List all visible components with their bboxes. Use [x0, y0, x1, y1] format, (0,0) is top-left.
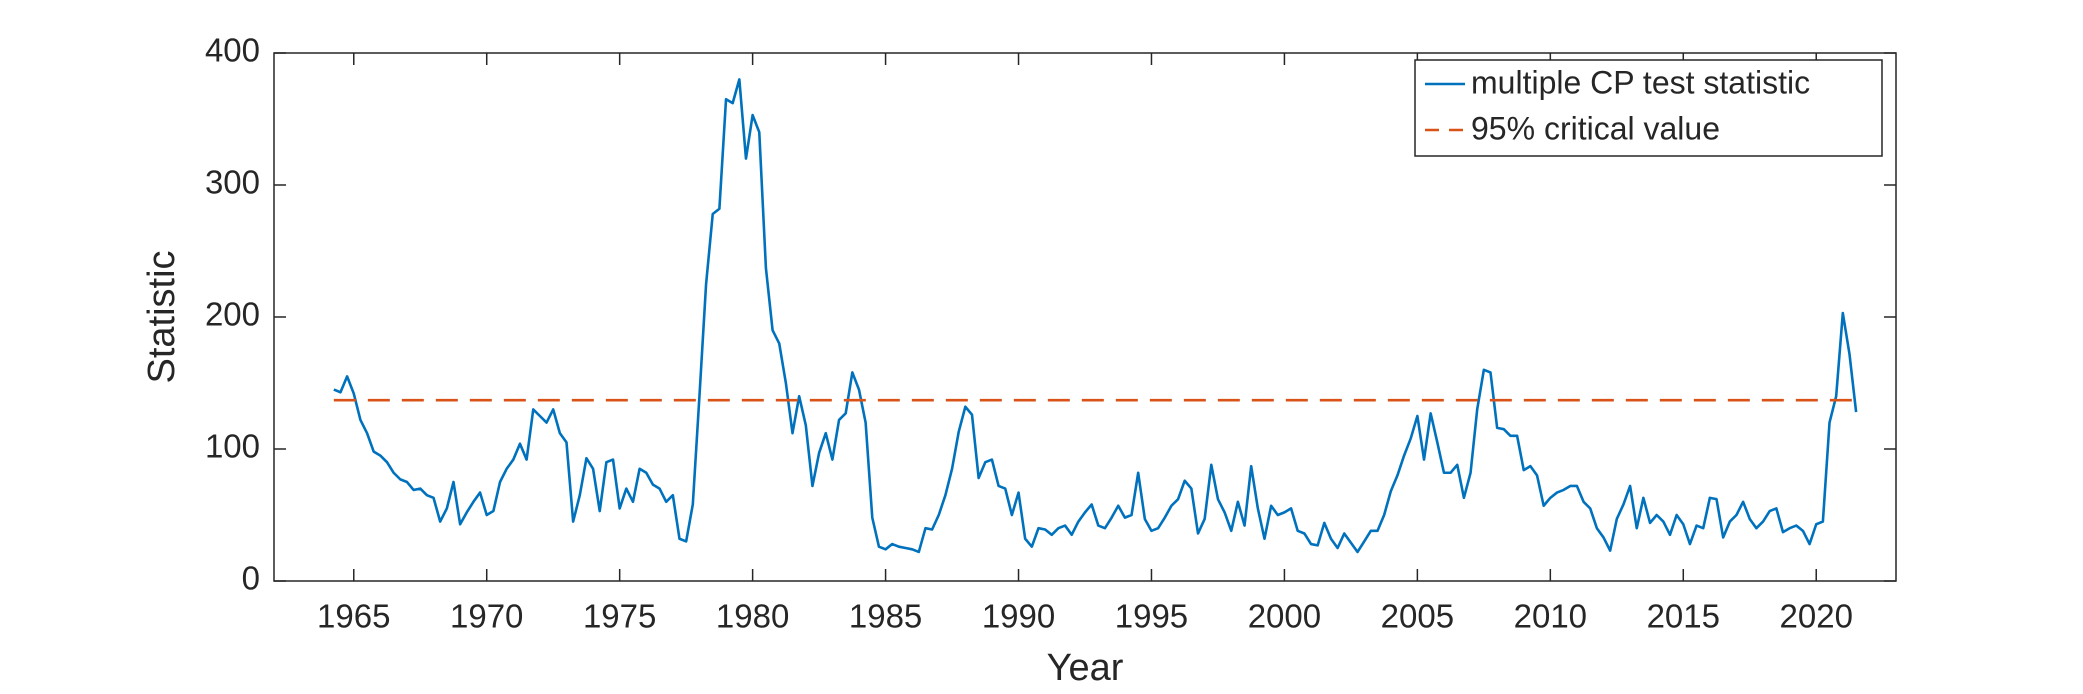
- y-tick-label: 200: [205, 296, 260, 333]
- x-axis-label: Year: [1047, 647, 1124, 689]
- x-tick-label: 1975: [583, 598, 656, 635]
- data-line: [333, 78, 1858, 554]
- x-tick-label: 1990: [982, 598, 1055, 635]
- legend-box: [1414, 59, 1883, 157]
- x-tick-label: 1980: [716, 598, 789, 635]
- y-tick-label: 300: [205, 164, 260, 201]
- x-tick-label: 1965: [317, 598, 390, 635]
- x-tick-label: 2000: [1248, 598, 1321, 635]
- legend-label: 95% critical value: [1471, 110, 1720, 146]
- x-tick-label: 2015: [1647, 598, 1720, 635]
- x-tick-label: 1995: [1115, 598, 1188, 635]
- y-axis-label: Statistic: [141, 250, 183, 383]
- x-tick-label: 2010: [1514, 598, 1587, 635]
- x-tick-label: 2020: [1780, 598, 1853, 635]
- x-tick-label: 2005: [1381, 598, 1454, 635]
- y-tick-label: 400: [205, 32, 260, 69]
- x-tick-label: 1970: [450, 598, 523, 635]
- y-tick-label: 100: [205, 428, 260, 465]
- legend-label: multiple CP test statistic: [1471, 64, 1810, 100]
- y-tick-label: 0: [242, 560, 260, 597]
- legend: multiple CP test statistic 95% critical v…: [1414, 59, 1883, 157]
- x-tick-label: 1985: [849, 598, 922, 635]
